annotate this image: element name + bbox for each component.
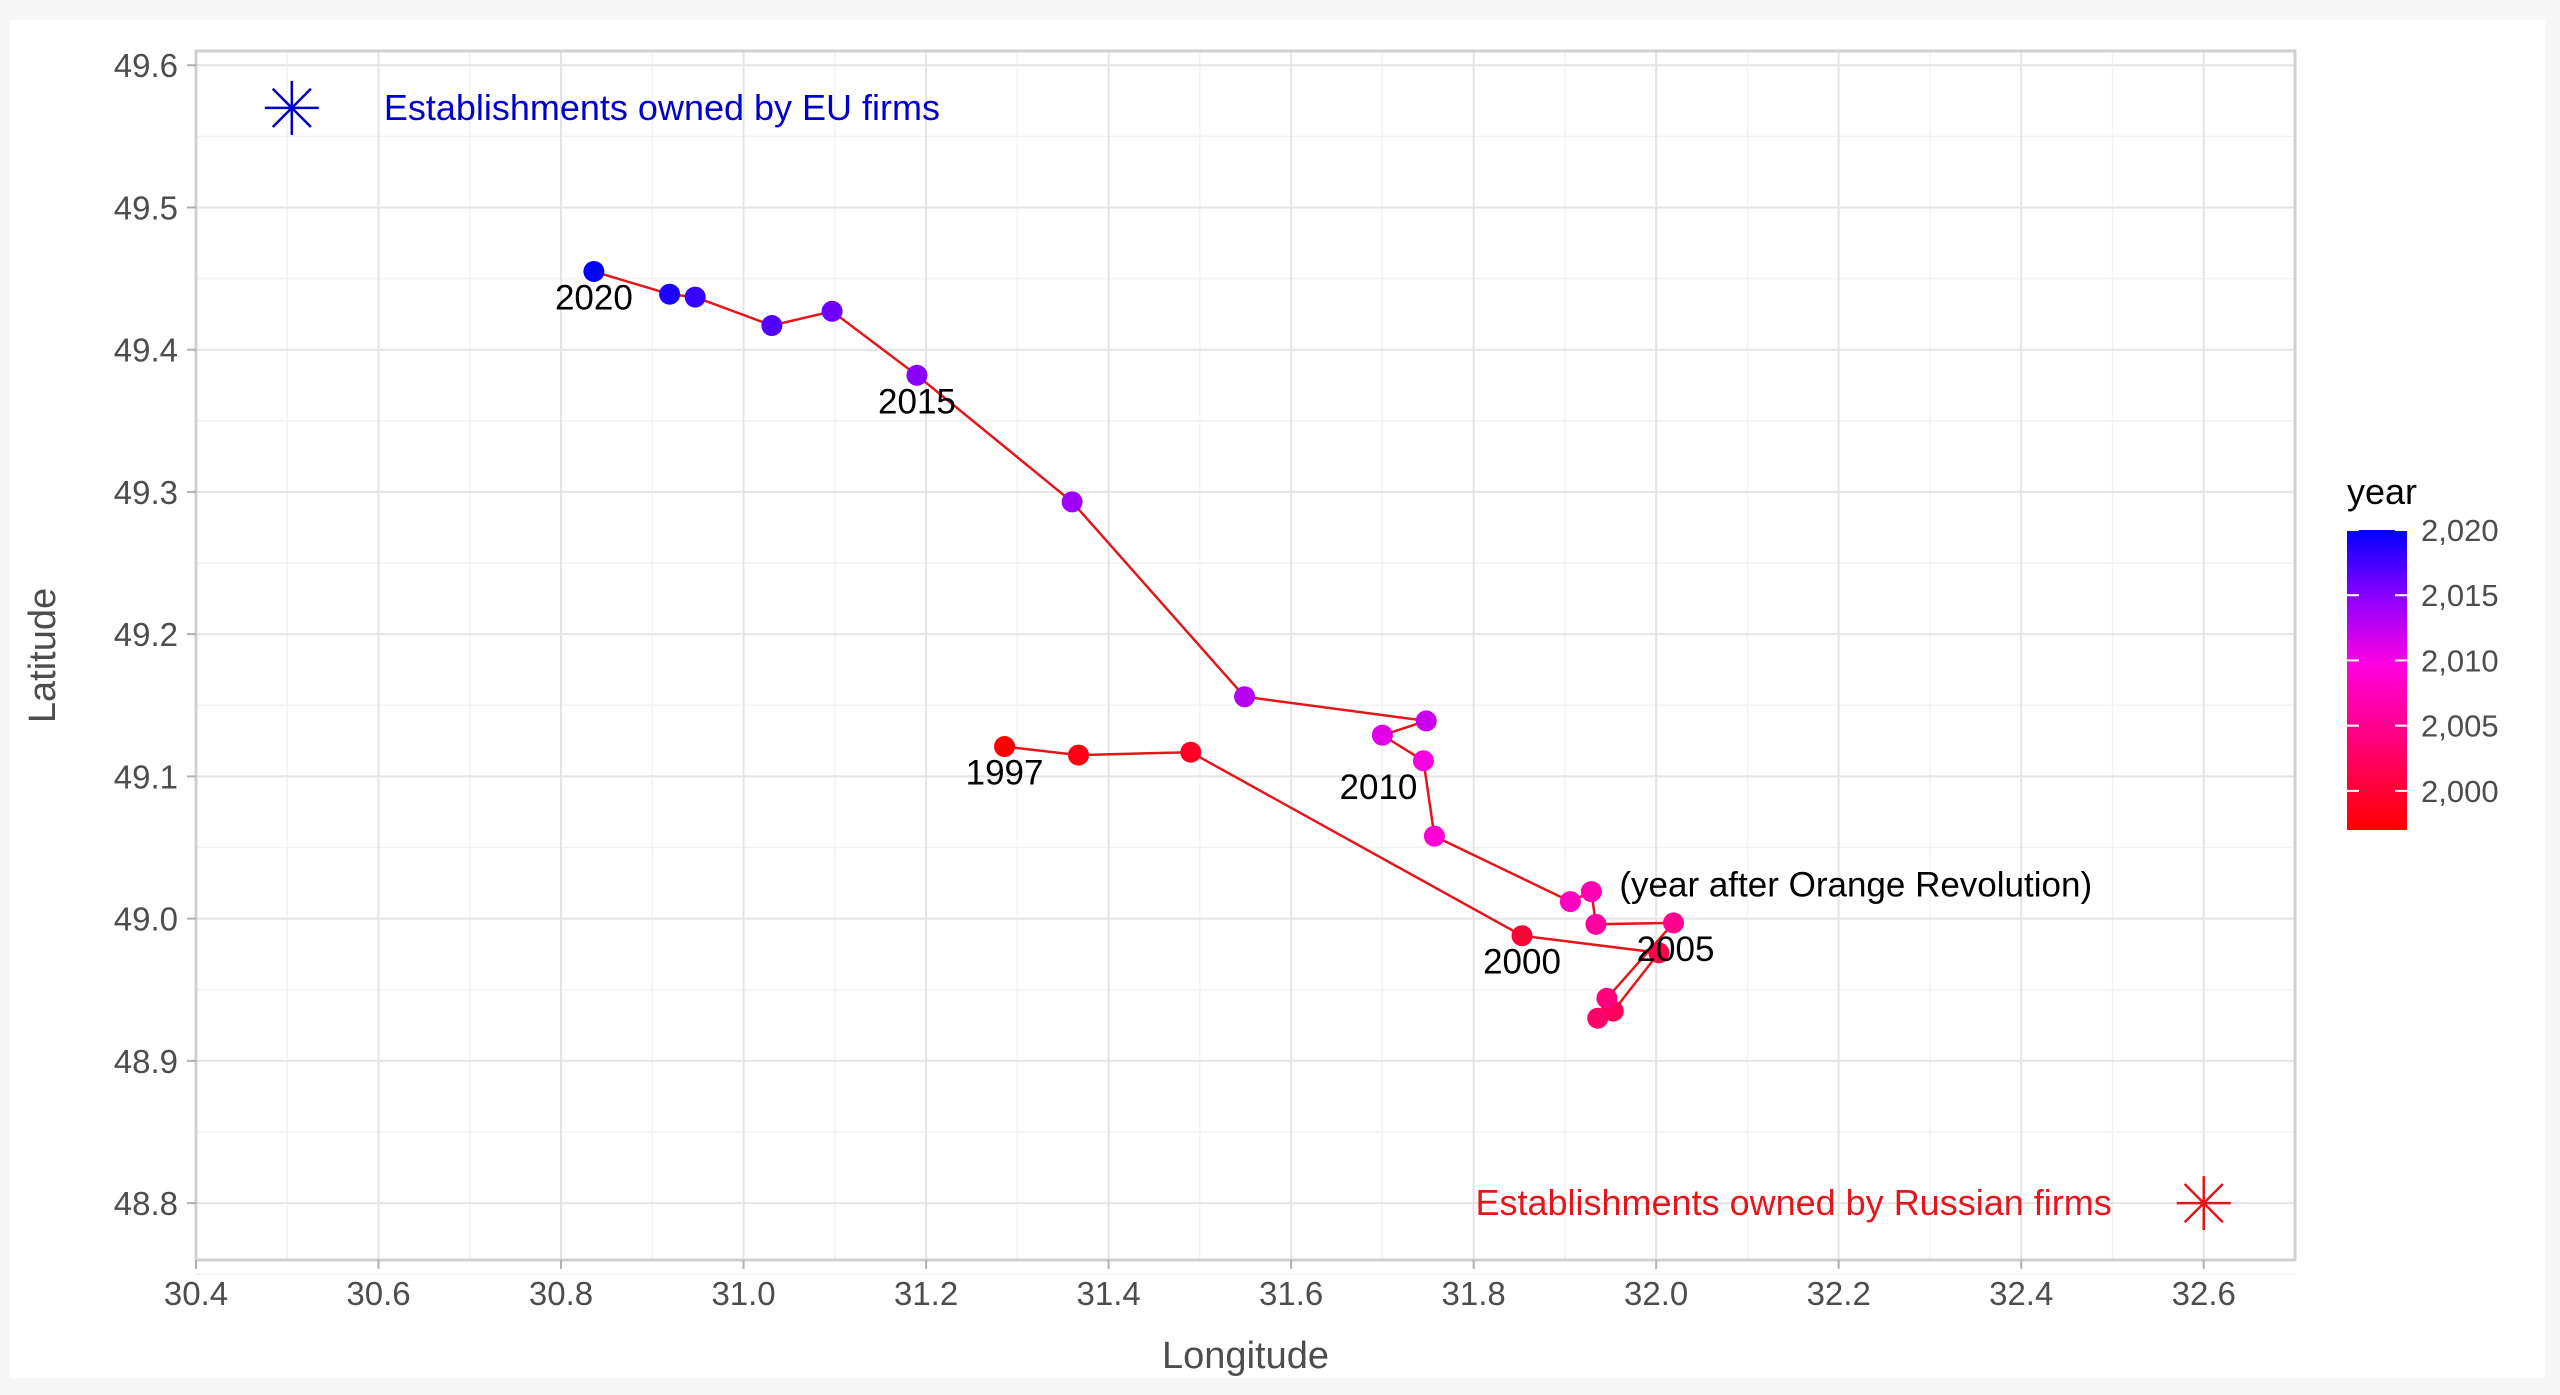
x-tick-label: 31.6 — [1259, 1275, 1323, 1312]
data-point-2011 — [1371, 724, 1393, 746]
y-tick-label: 49.6 — [114, 47, 178, 84]
plot-border — [194, 49, 2297, 1262]
y-tick-label: 48.8 — [114, 1185, 178, 1222]
y-tick-label: 48.9 — [114, 1043, 178, 1080]
x-tick-label: 30.4 — [164, 1275, 228, 1312]
year-labels: 1997 2000 2005 2010 2015 2020 — [555, 278, 1714, 981]
data-point-2018 — [684, 286, 706, 308]
x-tick-label: 31.2 — [894, 1275, 958, 1312]
year-label-2005: 2005 — [1637, 930, 1715, 969]
y-axis-ticks: 48.8 48.9 49.0 49.1 49.2 49.3 49.4 49.5 49.6 — [114, 47, 196, 1222]
data-points — [583, 260, 1685, 1029]
x-axis-ticks: 30.4 30.6 30.8 31.0 31.2 31.4 31.6 31.8 32.0 32.2… — [164, 1260, 2236, 1312]
data-point-2004 — [1596, 987, 1618, 1009]
data-point-2014 — [1061, 491, 1083, 513]
x-tick-label: 30.8 — [529, 1275, 593, 1312]
data-point-2000 — [1511, 925, 1533, 947]
data-point-2005 — [1663, 912, 1685, 934]
x-tick-label: 32.6 — [2172, 1275, 2236, 1312]
y-tick-label: 49.2 — [114, 616, 178, 653]
eu-firms-annotation: Establishments owned by EU firms — [384, 87, 940, 128]
data-point-2017 — [761, 315, 783, 337]
legend-tick-label: 2,000 — [2421, 774, 2499, 809]
data-point-1997 — [994, 736, 1016, 758]
orange-revolution-annotation: (year after Orange Revolution) — [1619, 866, 2092, 905]
data-point-2010 — [1412, 750, 1434, 772]
data-point-2013 — [1234, 686, 1256, 708]
year-legend: year 2,020 2,015 2,010 2,005 2,000 — [2347, 471, 2499, 830]
russia-asterisk-icon — [2176, 1176, 2231, 1231]
eu-asterisk-icon — [264, 80, 319, 135]
y-tick-label: 49.5 — [114, 189, 178, 226]
x-tick-label: 31.0 — [711, 1275, 775, 1312]
legend-ticks: 2,020 2,015 2,010 2,005 2,000 — [2347, 513, 2499, 809]
year-label-2015: 2015 — [878, 382, 956, 421]
chart-panel: 30.4 30.6 30.8 31.0 31.2 31.4 31.6 31.8 32.0 32.2… — [10, 20, 2545, 1378]
x-tick-label: 32.0 — [1624, 1275, 1688, 1312]
data-point-2019 — [659, 283, 681, 305]
year-label-1997: 1997 — [966, 754, 1044, 793]
x-tick-label: 32.4 — [1989, 1275, 2053, 1312]
grid-minor — [196, 51, 2295, 1275]
x-axis-title: Longitude — [1162, 1335, 1329, 1377]
data-point-2006 — [1585, 913, 1607, 935]
y-tick-label: 49.1 — [114, 758, 178, 795]
data-point-2003 — [1587, 1007, 1609, 1029]
data-point-2020 — [583, 260, 605, 282]
data-point-2015 — [906, 364, 928, 386]
data-point-2008 — [1559, 891, 1581, 913]
year-label-2020: 2020 — [555, 278, 633, 317]
legend-tick-label: 2,010 — [2421, 643, 2499, 678]
x-tick-label: 32.2 — [1807, 1275, 1871, 1312]
grid-major — [195, 51, 2295, 1260]
legend-colorbar — [2347, 530, 2407, 830]
data-point-1999 — [1180, 741, 1202, 763]
asterisk-stroke — [271, 87, 312, 128]
x-tick-label: 30.6 — [346, 1275, 410, 1312]
asterisk-stroke — [2183, 1183, 2224, 1224]
data-point-2012 — [1415, 710, 1437, 732]
y-tick-label: 49.3 — [114, 474, 178, 511]
y-tick-label: 49.4 — [114, 332, 178, 369]
data-point-1998 — [1067, 744, 1089, 766]
legend-tick-label: 2,015 — [2421, 578, 2499, 613]
year-label-2010: 2010 — [1340, 768, 1418, 807]
data-point-2001 — [1648, 942, 1670, 964]
y-axis-title: Latitude — [22, 588, 64, 723]
legend-tick-label: 2,005 — [2421, 709, 2499, 744]
year-label-2000: 2000 — [1483, 943, 1561, 982]
data-point-2016 — [821, 300, 843, 322]
x-tick-label: 31.4 — [1076, 1275, 1140, 1312]
legend-tick-label: 2,020 — [2421, 513, 2499, 548]
chart-svg: 30.4 30.6 30.8 31.0 31.2 31.4 31.6 31.8 32.0 32.2… — [22, 47, 2499, 1377]
series-line — [593, 270, 1677, 1021]
data-point-2009 — [1423, 825, 1445, 847]
russian-firms-annotation: Establishments owned by Russian firms — [1475, 1182, 2111, 1223]
y-tick-label: 49.0 — [114, 901, 178, 938]
data-point-2007 — [1580, 881, 1602, 903]
legend-title: year — [2347, 471, 2417, 512]
x-tick-label: 31.8 — [1442, 1275, 1506, 1312]
